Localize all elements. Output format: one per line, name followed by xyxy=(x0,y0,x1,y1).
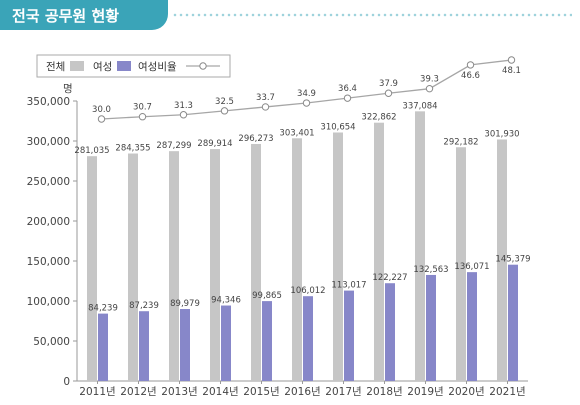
data-label-total: 284,355 xyxy=(115,144,150,154)
ratio-point xyxy=(425,84,434,93)
legend-label-female: 여성 xyxy=(93,61,112,73)
bar-total xyxy=(87,156,97,381)
bar-female xyxy=(139,311,149,381)
ratio-point xyxy=(179,111,188,119)
chart-title: 전국 공무원 현황 xyxy=(12,7,120,25)
y-tick-label: 300,000 xyxy=(27,136,70,148)
legend-label-total: 전체 xyxy=(46,61,65,73)
x-tick-label: 2021년 xyxy=(489,386,525,398)
x-tick-label: 2018년 xyxy=(366,386,402,398)
x-tick-label: 2012년 xyxy=(120,386,156,398)
data-label-female: 113,017 xyxy=(331,281,366,291)
data-label-total: 337,084 xyxy=(402,101,437,111)
y-tick-label: 150,000 xyxy=(27,256,70,268)
ratio-point xyxy=(97,115,106,123)
ratio-label: 30.0 xyxy=(92,105,111,115)
y-tick-label: 100,000 xyxy=(27,296,70,308)
bar-total xyxy=(292,138,302,381)
x-tick-label: 2019년 xyxy=(407,386,443,398)
bar-total xyxy=(497,139,507,381)
data-label-total: 296,273 xyxy=(238,134,273,144)
bar-total xyxy=(251,143,261,381)
ratio-point xyxy=(466,61,475,69)
ratio-label: 48.1 xyxy=(502,66,521,76)
data-label-total: 301,930 xyxy=(484,129,519,139)
data-label-total: 287,299 xyxy=(156,141,191,151)
legend-swatch-female xyxy=(117,61,131,71)
ratio-label: 36.4 xyxy=(338,84,357,94)
y-tick-label: 200,000 xyxy=(27,216,70,228)
data-label-total: 322,862 xyxy=(361,113,396,123)
data-label-female: 106,012 xyxy=(290,286,325,296)
y-tick-label: 250,000 xyxy=(27,176,70,188)
ratio-label: 46.6 xyxy=(461,71,480,81)
data-label-female: 99,865 xyxy=(252,291,282,301)
bar-total xyxy=(415,111,425,382)
x-tick-label: 2020년 xyxy=(448,386,484,398)
bar-female xyxy=(98,313,108,381)
ratio-label: 37.9 xyxy=(379,79,398,89)
bar-female xyxy=(344,290,354,381)
data-label-total: 310,654 xyxy=(320,122,355,132)
bar-female xyxy=(426,274,436,381)
x-tick-label: 2015년 xyxy=(243,386,279,398)
bar-female xyxy=(467,272,477,381)
legend-swatch-total xyxy=(70,61,84,71)
x-tick-label: 2011년 xyxy=(79,386,115,398)
data-label-female: 122,227 xyxy=(372,273,407,283)
data-label-total: 303,401 xyxy=(279,128,314,138)
ratio-point xyxy=(138,113,147,121)
y-tick-label: 50,000 xyxy=(33,336,70,348)
y-tick-label: 350,000 xyxy=(27,96,70,108)
x-tick-label: 2016년 xyxy=(284,386,320,398)
data-label-female: 94,346 xyxy=(211,296,241,306)
legend-box xyxy=(36,54,231,78)
bar-total xyxy=(333,132,343,381)
ratio-label: 32.5 xyxy=(215,97,234,107)
legend-marker-ratio xyxy=(199,62,207,70)
ratio-point xyxy=(507,56,516,64)
x-tick-label: 2013년 xyxy=(161,386,197,398)
data-label-female: 132,563 xyxy=(413,265,448,275)
ratio-label: 30.7 xyxy=(133,103,152,113)
x-tick-label: 2014년 xyxy=(202,386,238,398)
ratio-label: 33.7 xyxy=(256,93,275,103)
data-label-total: 281,035 xyxy=(74,146,109,156)
bar-total xyxy=(128,153,138,381)
ratio-label: 31.3 xyxy=(174,101,193,111)
data-label-total: 292,182 xyxy=(443,137,478,147)
data-label-female: 145,379 xyxy=(495,255,530,265)
bar-total xyxy=(374,122,384,382)
title-bar: 전국 공무원 현황 xyxy=(0,0,168,30)
legend-label-ratio: 여성비율 xyxy=(138,61,177,73)
ratio-point xyxy=(384,89,393,97)
y-tick-label: 0 xyxy=(63,376,70,388)
bar-female xyxy=(180,309,190,381)
data-label-female: 84,239 xyxy=(88,304,118,314)
bar-female xyxy=(508,264,518,381)
bar-total xyxy=(169,151,179,381)
ratio-label: 39.3 xyxy=(420,75,439,85)
bar-female xyxy=(303,296,313,381)
x-tick-label: 2017년 xyxy=(325,386,361,398)
data-label-female: 136,071 xyxy=(454,262,489,272)
bar-total xyxy=(210,149,220,381)
ratio-point xyxy=(343,94,352,102)
data-label-total: 289,914 xyxy=(197,139,232,149)
ratio-label: 34.9 xyxy=(297,89,316,99)
ratio-point xyxy=(261,103,270,111)
y-axis-unit: 명 xyxy=(63,83,73,95)
bar-female xyxy=(385,283,395,381)
data-label-female: 87,239 xyxy=(129,301,159,311)
title-dotted-rule xyxy=(172,13,572,17)
ratio-point xyxy=(302,99,311,107)
data-label-female: 89,979 xyxy=(170,299,200,309)
bar-total xyxy=(456,147,466,381)
bar-female xyxy=(221,305,231,381)
bar-female xyxy=(262,301,272,381)
ratio-point xyxy=(220,107,229,115)
